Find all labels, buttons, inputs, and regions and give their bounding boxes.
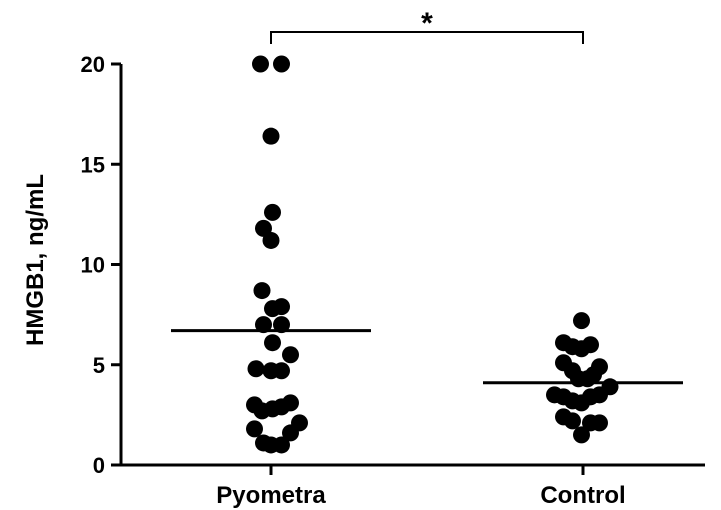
data-point xyxy=(246,420,263,438)
data-point xyxy=(582,336,599,354)
data-point xyxy=(255,316,272,334)
data-point xyxy=(273,298,290,316)
x-tick-label: Pyometra xyxy=(216,482,326,509)
data-point xyxy=(264,203,281,221)
significance-bracket xyxy=(270,31,584,44)
data-point xyxy=(591,414,608,432)
y-tick-label: 10 xyxy=(81,253,105,278)
significance-label: * xyxy=(421,7,433,40)
y-tick-label: 15 xyxy=(81,152,105,177)
data-point xyxy=(253,282,271,300)
data-point xyxy=(573,312,590,330)
data-point xyxy=(282,346,299,364)
data-point xyxy=(282,394,299,412)
y-tick-label: 20 xyxy=(81,52,105,77)
data-point xyxy=(573,426,590,444)
data-point xyxy=(273,436,290,454)
data-point xyxy=(264,334,281,352)
data-point xyxy=(591,386,608,404)
x-tick-label: Control xyxy=(540,482,625,509)
data-point xyxy=(585,366,602,384)
data-point xyxy=(273,55,290,73)
plot-area: 0 5 10 15 20 Pyometra Control * xyxy=(81,7,705,509)
y-tick-label: 0 xyxy=(93,453,105,478)
data-point xyxy=(273,362,290,380)
data-point xyxy=(564,412,581,430)
data-point xyxy=(262,127,280,145)
y-tick-label: 5 xyxy=(93,353,105,378)
data-point xyxy=(262,231,280,249)
data-point xyxy=(252,55,269,73)
y-axis-title: HMGB1, ng/mL xyxy=(22,174,49,346)
data-point xyxy=(291,414,308,432)
data-point xyxy=(247,360,265,378)
data-point xyxy=(273,316,290,334)
